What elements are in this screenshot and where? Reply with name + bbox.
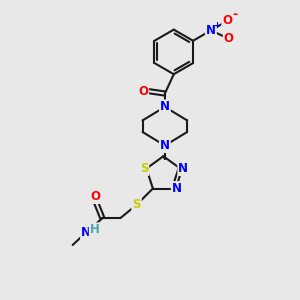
Text: O: O [138,85,148,98]
Text: N: N [160,100,170,113]
Text: N: N [172,182,182,195]
Text: O: O [91,190,101,203]
Text: S: S [140,162,148,175]
Text: H: H [89,223,99,236]
Text: +: + [213,20,220,29]
Text: N: N [81,226,91,239]
Text: O: O [222,14,232,27]
Text: N: N [206,24,216,37]
Text: O: O [224,32,234,45]
Text: N: N [160,139,170,152]
Text: -: - [232,8,237,21]
Text: S: S [132,198,141,211]
Text: N: N [178,162,188,175]
